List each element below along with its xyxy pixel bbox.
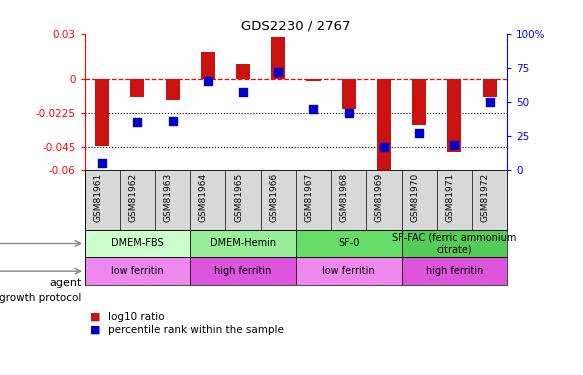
Bar (131, 79, 145, 98)
Text: GSM81970: GSM81970 (410, 173, 419, 222)
Text: GSM81971: GSM81971 (445, 173, 454, 222)
Bar (402, 230, 507, 257)
Bar (85, 230, 190, 257)
Text: low ferritin: low ferritin (322, 266, 375, 276)
Point (380, 144, 389, 150)
Point (238, 89, 248, 95)
Point (309, 106, 318, 112)
Bar (307, 79, 321, 81)
Bar (402, 257, 507, 285)
Point (133, 119, 142, 125)
Text: GSM81969: GSM81969 (375, 173, 384, 222)
Point (485, 99, 494, 105)
Text: GSM81968: GSM81968 (340, 173, 349, 222)
Text: DMEM-FBS: DMEM-FBS (111, 238, 164, 249)
Text: ■: ■ (90, 325, 101, 335)
Bar (166, 79, 180, 100)
Text: log10 ratio: log10 ratio (108, 312, 164, 322)
Bar (296, 230, 402, 257)
Bar (296, 257, 402, 285)
Point (344, 110, 353, 116)
Text: DMEM-Hemin: DMEM-Hemin (210, 238, 276, 249)
Bar (95, 79, 109, 146)
Bar (447, 79, 461, 152)
Text: GSM81964: GSM81964 (199, 173, 208, 222)
Bar (236, 64, 250, 79)
Text: high ferritin: high ferritin (426, 266, 483, 276)
Text: GSM81963: GSM81963 (164, 173, 173, 222)
Title: GDS2230 / 2767: GDS2230 / 2767 (241, 20, 350, 33)
Bar (85, 257, 190, 285)
Text: SF-0: SF-0 (338, 238, 359, 249)
Point (449, 142, 459, 148)
Point (415, 130, 424, 136)
Text: GSM81965: GSM81965 (234, 173, 243, 222)
Text: GSM81966: GSM81966 (269, 173, 278, 222)
Point (97, 160, 107, 166)
Text: GSM81962: GSM81962 (128, 173, 138, 222)
Text: ■: ■ (90, 312, 101, 322)
Bar (483, 79, 497, 98)
Text: percentile rank within the sample: percentile rank within the sample (108, 325, 284, 335)
Bar (201, 52, 215, 79)
Bar (271, 37, 285, 79)
Bar (190, 257, 296, 285)
Text: GSM81972: GSM81972 (480, 173, 490, 222)
Bar (412, 79, 426, 124)
Text: agent: agent (49, 278, 82, 288)
Text: SF-FAC (ferric ammonium
citrate): SF-FAC (ferric ammonium citrate) (392, 232, 517, 254)
Text: growth protocol: growth protocol (0, 293, 82, 303)
Point (273, 69, 283, 75)
Point (203, 78, 212, 84)
Text: GSM81961: GSM81961 (93, 173, 102, 222)
Point (168, 118, 177, 124)
Text: high ferritin: high ferritin (215, 266, 272, 276)
Bar (190, 230, 296, 257)
Text: low ferritin: low ferritin (111, 266, 164, 276)
Bar (342, 79, 356, 110)
Bar (377, 79, 391, 173)
Text: GSM81967: GSM81967 (304, 173, 314, 222)
